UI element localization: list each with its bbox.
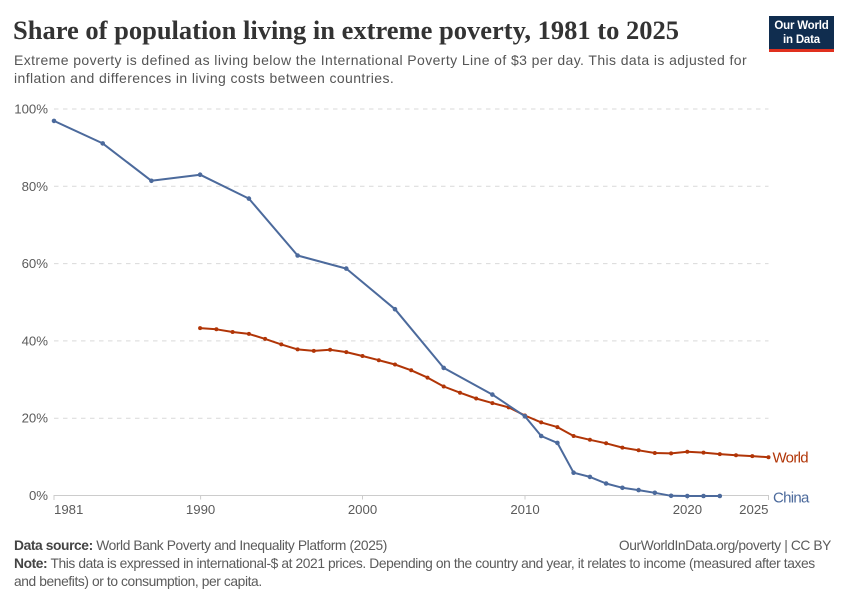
svg-text:2020: 2020 bbox=[673, 502, 702, 517]
svg-text:2010: 2010 bbox=[510, 502, 539, 517]
svg-text:1981: 1981 bbox=[54, 502, 83, 517]
svg-text:2025: 2025 bbox=[739, 502, 768, 517]
svg-text:100%: 100% bbox=[14, 102, 48, 117]
svg-text:2000: 2000 bbox=[348, 502, 377, 517]
svg-text:40%: 40% bbox=[22, 333, 49, 348]
svg-text:20%: 20% bbox=[22, 411, 49, 426]
svg-text:China: China bbox=[773, 490, 810, 507]
svg-text:World: World bbox=[773, 450, 809, 467]
svg-text:1990: 1990 bbox=[186, 502, 215, 517]
svg-text:0%: 0% bbox=[29, 488, 48, 503]
svg-text:80%: 80% bbox=[22, 179, 49, 194]
svg-text:60%: 60% bbox=[22, 256, 49, 271]
